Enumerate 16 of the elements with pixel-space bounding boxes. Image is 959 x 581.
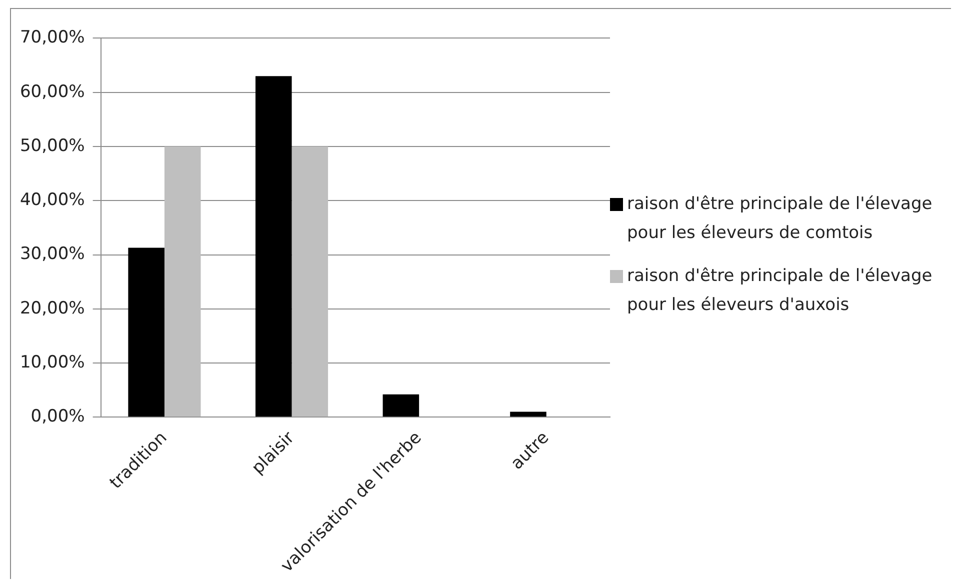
legend-label: raison d'être principale de l'élevage pour les éleveurs d'auxois	[627, 265, 934, 317]
y-tick-label: 60,00%	[20, 82, 85, 102]
y-tick-label: 10,00%	[20, 352, 85, 372]
bar	[255, 76, 292, 417]
bar	[510, 412, 546, 417]
y-tick-label: 40,00%	[20, 190, 85, 210]
y-tick-label: 0,00%	[30, 406, 85, 427]
bar	[382, 394, 420, 417]
y-tick-label: 70,00%	[20, 28, 85, 48]
y-tick-label: 30,00%	[20, 244, 85, 264]
bar	[292, 146, 328, 417]
bar	[128, 248, 164, 417]
y-tick-label: 20,00%	[20, 298, 85, 318]
y-tick-label: 50,00%	[20, 136, 85, 156]
bar	[164, 146, 201, 417]
legend-label: raison d'être principale de l'élevage pour les éleveurs de comtois	[627, 193, 934, 245]
